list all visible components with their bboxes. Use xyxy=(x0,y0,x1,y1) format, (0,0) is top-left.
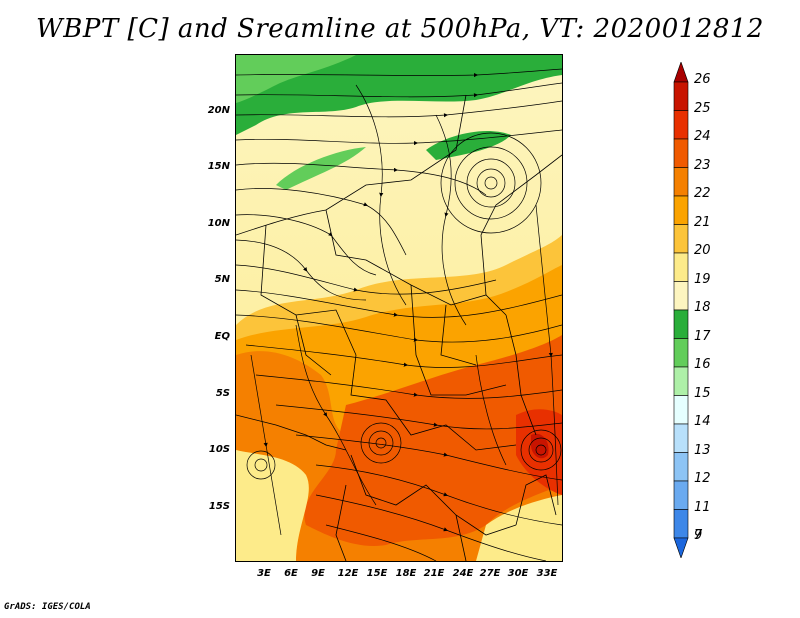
colorbar-swatch-13 xyxy=(673,423,689,453)
lat-label-10s: 10S xyxy=(208,444,230,455)
colorbar-swatch-14 xyxy=(673,395,689,425)
lat-label-20n: 20N xyxy=(207,105,230,116)
colorbar-label-9: 9 xyxy=(694,528,703,543)
wbpt-region-green-patch-2 xyxy=(276,147,366,190)
colorbar-label-19: 19 xyxy=(694,271,711,287)
colorbar-swatch-25 xyxy=(673,81,689,111)
vortex-north xyxy=(440,132,542,234)
colorbar xyxy=(673,62,689,558)
lat-label-15n: 15N xyxy=(207,161,230,172)
colorbar-label-21: 21 xyxy=(694,214,711,230)
wbpt-region-green-patch xyxy=(426,130,511,160)
colorbar-swatch-11 xyxy=(673,480,689,510)
vortex-south xyxy=(246,422,562,480)
colorbar-label-16: 16 xyxy=(694,357,711,372)
colorbar-swatch-15 xyxy=(673,366,689,396)
lon-label-3e: 3E xyxy=(257,568,271,579)
colorbar-label-20: 20 xyxy=(694,243,711,258)
colorbar-swatch-17 xyxy=(673,309,689,339)
colorbar-swatch-21 xyxy=(673,195,689,225)
colorbar-swatch-26 xyxy=(673,62,689,83)
colorbar-swatch-22 xyxy=(673,167,689,197)
lon-label-30e: 30E xyxy=(507,568,529,579)
map-canvas xyxy=(236,55,562,561)
colorbar-label-25: 25 xyxy=(694,100,711,116)
colorbar-label-23: 23 xyxy=(694,157,711,173)
wbpt-region-lightgreen-north xyxy=(236,55,356,103)
colorbar-swatch-18 xyxy=(673,281,689,311)
lon-label-24e: 24E xyxy=(452,568,474,579)
lon-label-15e: 15E xyxy=(366,568,388,579)
colorbar-swatch-23 xyxy=(673,138,689,168)
colorbar-label-18: 18 xyxy=(694,300,711,315)
lat-label-5n: 5N xyxy=(214,274,230,285)
colorbar-swatch-9 xyxy=(673,509,689,539)
map-panel xyxy=(235,54,563,562)
lat-label-15s: 15S xyxy=(208,501,230,512)
colorbar-swatch-16 xyxy=(673,338,689,368)
streamlines xyxy=(236,68,562,561)
colorbar-swatch-7 xyxy=(673,537,689,558)
colorbar-label-17: 17 xyxy=(694,328,711,344)
colorbar-label-14: 14 xyxy=(694,414,711,429)
colorbar-label-7: 7 xyxy=(694,528,703,543)
lat-label-5s: 5S xyxy=(215,388,230,399)
colorbar-label-12: 12 xyxy=(694,471,711,486)
wbpt-region-19-southwest xyxy=(236,450,309,561)
colorbar-swatch-12 xyxy=(673,452,689,482)
lon-label-21e: 21E xyxy=(423,568,445,579)
country-boundaries xyxy=(236,94,562,561)
colorbar-label-11: 11 xyxy=(694,499,711,515)
colorbar-label-26: 26 xyxy=(694,72,711,87)
lon-label-12e: 12E xyxy=(337,568,359,579)
map-title: WBPT [C] and Sreamline at 500hPa, VT: 20… xyxy=(36,14,764,44)
colorbar-label-22: 22 xyxy=(694,186,711,201)
colorbar-label-24: 24 xyxy=(694,129,711,144)
colorbar-swatch-24 xyxy=(673,110,689,140)
colorbar-label-15: 15 xyxy=(694,385,711,401)
lon-label-33e: 33E xyxy=(536,568,558,579)
lon-label-18e: 18E xyxy=(395,568,417,579)
wbpt-region-25 xyxy=(531,433,549,459)
lon-label-6e: 6E xyxy=(284,568,298,579)
lat-label-10n: 10N xyxy=(207,218,230,229)
colorbar-swatch-19 xyxy=(673,252,689,282)
colorbar-swatch-20 xyxy=(673,224,689,254)
colorbar-label-13: 13 xyxy=(694,442,711,458)
lat-label-eq: EQ xyxy=(214,331,230,342)
lon-label-27e: 27E xyxy=(479,568,501,579)
wbpt-region-19-southeast xyxy=(476,495,562,561)
credit-text: GrADS: IGES/COLA xyxy=(4,602,91,612)
lon-label-9e: 9E xyxy=(311,568,325,579)
